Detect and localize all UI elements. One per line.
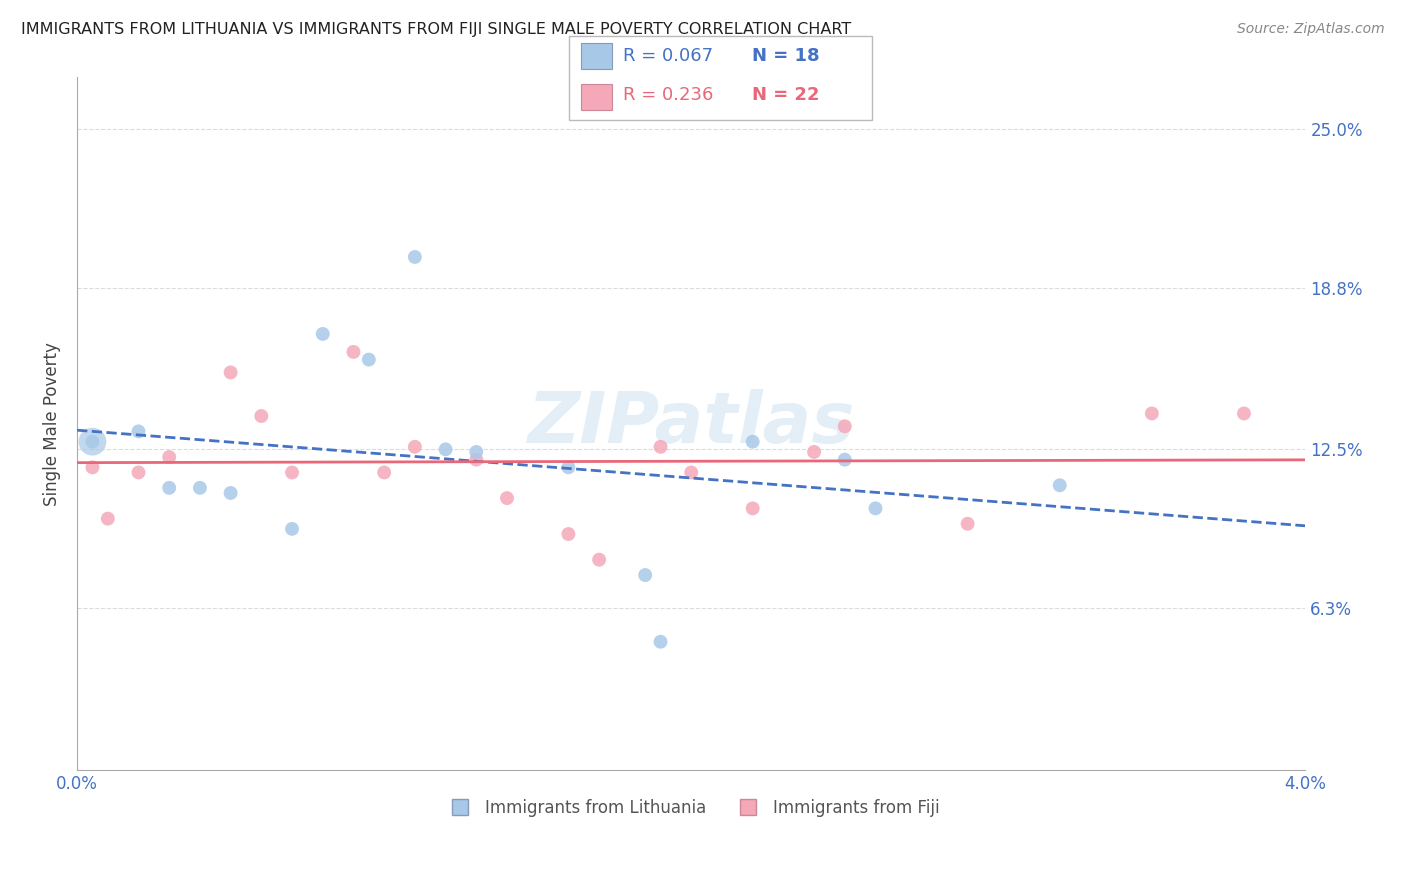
Point xyxy=(82,460,104,475)
Point xyxy=(465,452,488,467)
Point xyxy=(650,440,672,454)
Point xyxy=(557,460,579,475)
Point xyxy=(634,568,657,582)
Point xyxy=(588,552,610,566)
Point xyxy=(404,440,426,454)
Point xyxy=(741,434,763,449)
Point xyxy=(956,516,979,531)
Point xyxy=(434,442,457,457)
Point xyxy=(557,527,579,541)
Point xyxy=(1049,478,1071,492)
Point xyxy=(82,434,104,449)
Point xyxy=(681,466,703,480)
Point xyxy=(281,522,304,536)
Point xyxy=(250,409,273,423)
Point xyxy=(188,481,211,495)
Point xyxy=(865,501,887,516)
Point xyxy=(650,634,672,648)
Point xyxy=(157,481,180,495)
Point xyxy=(834,452,856,467)
Point xyxy=(1233,407,1256,421)
Text: R = 0.236: R = 0.236 xyxy=(623,87,713,104)
Point xyxy=(1140,407,1163,421)
Point xyxy=(342,345,364,359)
Legend: Immigrants from Lithuania, Immigrants from Fiji: Immigrants from Lithuania, Immigrants fr… xyxy=(436,793,946,824)
Point xyxy=(82,434,104,449)
Point xyxy=(373,466,395,480)
Point xyxy=(128,425,150,439)
Point xyxy=(219,366,242,380)
Text: R = 0.067: R = 0.067 xyxy=(623,47,713,65)
Text: N = 22: N = 22 xyxy=(752,87,820,104)
Point xyxy=(128,466,150,480)
Point xyxy=(157,450,180,464)
Point xyxy=(834,419,856,434)
Text: ZIPatlas: ZIPatlas xyxy=(527,389,855,458)
Point xyxy=(803,445,825,459)
Point xyxy=(465,445,488,459)
Text: Source: ZipAtlas.com: Source: ZipAtlas.com xyxy=(1237,22,1385,37)
Point xyxy=(219,486,242,500)
Text: N = 18: N = 18 xyxy=(752,47,820,65)
Point xyxy=(496,491,519,505)
Point xyxy=(312,326,335,341)
Point xyxy=(357,352,380,367)
Y-axis label: Single Male Poverty: Single Male Poverty xyxy=(44,342,60,506)
Point xyxy=(404,250,426,264)
Point xyxy=(97,511,120,525)
Point xyxy=(741,501,763,516)
Text: IMMIGRANTS FROM LITHUANIA VS IMMIGRANTS FROM FIJI SINGLE MALE POVERTY CORRELATIO: IMMIGRANTS FROM LITHUANIA VS IMMIGRANTS … xyxy=(21,22,852,37)
Point xyxy=(281,466,304,480)
